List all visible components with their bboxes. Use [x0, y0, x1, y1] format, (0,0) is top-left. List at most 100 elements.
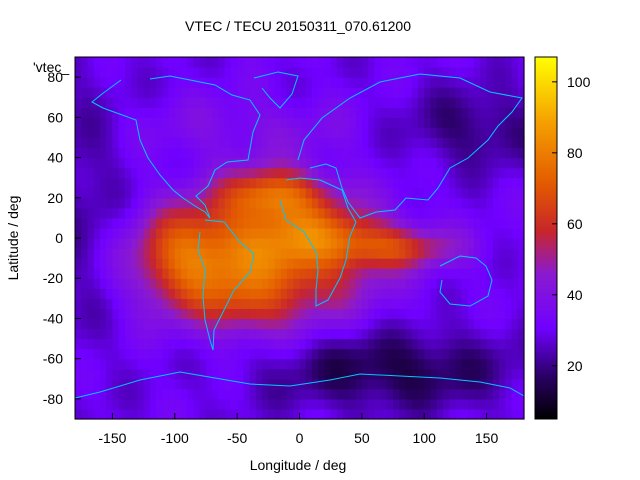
heatmap-cell	[224, 187, 232, 199]
heatmap-cell	[293, 167, 301, 179]
heatmap-cell	[287, 298, 294, 309]
heatmap-cell	[212, 398, 220, 410]
heatmap-cell	[436, 207, 444, 219]
heatmap-cell	[230, 238, 238, 249]
heatmap-cell	[505, 207, 513, 219]
heatmap-cell	[336, 338, 344, 350]
heatmap-cell	[218, 127, 226, 139]
heatmap-cell	[174, 278, 182, 289]
heatmap-cell	[386, 348, 394, 360]
heatmap-cell	[156, 107, 163, 118]
heatmap-cell	[93, 187, 101, 199]
heatmap-cell	[293, 338, 301, 350]
heatmap-cell	[336, 87, 344, 98]
heatmap-cell	[411, 137, 419, 149]
heatmap-cell	[149, 107, 157, 118]
heatmap-cell	[511, 348, 519, 360]
heatmap-cell	[193, 308, 201, 320]
heatmap-cell	[224, 278, 232, 289]
heatmap-cell	[143, 67, 151, 78]
heatmap-cell	[511, 97, 519, 108]
heatmap-cell	[511, 318, 519, 330]
heatmap-cell	[511, 338, 519, 350]
heatmap-cell	[218, 77, 226, 88]
heatmap-cell	[280, 127, 288, 139]
heatmap-cell	[511, 167, 519, 179]
heatmap-cell	[336, 298, 344, 309]
heatmap-cell	[455, 238, 463, 249]
heatmap-cell	[218, 258, 226, 269]
heatmap-cell	[224, 358, 232, 370]
heatmap-cell	[486, 107, 494, 118]
heatmap-cell	[336, 388, 344, 400]
y-tick-label: -80	[43, 391, 63, 407]
heatmap-cell	[262, 398, 269, 410]
heatmap-cell	[268, 338, 276, 350]
heatmap-cell	[393, 318, 400, 330]
heatmap-cell	[168, 157, 176, 169]
heatmap-cell	[280, 117, 288, 128]
heatmap-cell	[505, 378, 513, 390]
heatmap-cell	[75, 318, 82, 330]
heatmap-cell	[143, 378, 151, 390]
heatmap-cell	[361, 67, 369, 78]
heatmap-cell	[224, 197, 232, 209]
heatmap-cell	[411, 117, 419, 128]
heatmap-cell	[374, 298, 382, 309]
heatmap-cell	[324, 97, 332, 108]
heatmap-cell	[474, 67, 481, 78]
heatmap-cell	[305, 328, 313, 340]
heatmap-cell	[430, 408, 438, 420]
heatmap-cell	[380, 348, 388, 360]
heatmap-cell	[492, 147, 500, 159]
heatmap-cell	[230, 358, 238, 370]
heatmap-cell	[305, 318, 313, 330]
heatmap-cell	[205, 117, 213, 128]
heatmap-cell	[499, 77, 506, 88]
heatmap-cell	[511, 207, 519, 219]
heatmap-cell	[156, 378, 163, 390]
heatmap-cell	[449, 227, 457, 239]
heatmap-cell	[299, 107, 307, 118]
heatmap-cell	[424, 278, 432, 289]
heatmap-cell	[268, 288, 276, 299]
heatmap-cell	[480, 227, 488, 239]
heatmap-cell	[299, 187, 307, 199]
heatmap-cell	[442, 348, 450, 360]
heatmap-cell	[374, 217, 382, 229]
heatmap-cell	[336, 67, 344, 78]
heatmap-cell	[149, 77, 157, 88]
heatmap-cell	[181, 238, 188, 249]
heatmap-cell	[237, 358, 244, 370]
heatmap-cell	[224, 298, 232, 309]
heatmap-cell	[268, 388, 276, 400]
heatmap-cell	[124, 238, 132, 249]
heatmap-cell	[287, 328, 294, 340]
heatmap-cell	[380, 288, 388, 299]
heatmap-cell	[212, 318, 220, 330]
heatmap-cell	[137, 217, 145, 229]
heatmap-cell	[118, 137, 126, 149]
heatmap-cell	[399, 157, 407, 169]
heatmap-cell	[75, 268, 82, 279]
heatmap-cell	[486, 127, 494, 139]
heatmap-cell	[442, 408, 450, 420]
heatmap-cell	[436, 288, 444, 299]
heatmap-cell	[486, 137, 494, 149]
heatmap-cell	[131, 197, 138, 209]
heatmap-cell	[181, 207, 188, 219]
heatmap-cell	[131, 378, 138, 390]
heatmap-cell	[417, 328, 425, 340]
heatmap-cell	[386, 298, 394, 309]
heatmap-cell	[274, 308, 282, 320]
heatmap-cell	[199, 127, 207, 139]
heatmap-cell	[324, 117, 332, 128]
heatmap-cell	[505, 348, 513, 360]
heatmap-cell	[293, 187, 301, 199]
heatmap-cell	[492, 378, 500, 390]
heatmap-cell	[237, 217, 244, 229]
heatmap-cell	[411, 348, 419, 360]
heatmap-cell	[199, 117, 207, 128]
heatmap-cell	[324, 248, 332, 259]
heatmap-cell	[424, 388, 432, 400]
